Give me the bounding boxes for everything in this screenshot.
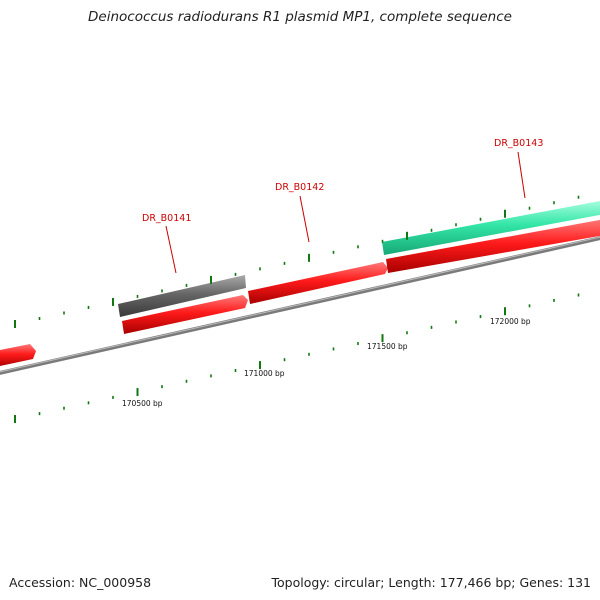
gene-label-dr-b0143: DR_B0143 <box>494 138 543 149</box>
backbone-highlight <box>0 236 600 373</box>
callout-line-dr-b0143 <box>517 151 526 199</box>
callout-line-dr-b0142 <box>299 195 310 243</box>
tick-label-172000: 172000 bp <box>490 317 531 326</box>
accession-text: Accession: NC_000958 <box>9 575 152 590</box>
reverse-gene-dr-b0143 <box>382 200 600 255</box>
callout-line-dr-b0141 <box>165 225 177 274</box>
sequence-summary: Topology: circular; Length: 177,466 bp; … <box>271 575 592 590</box>
gene-label-dr-b0142: DR_B0142 <box>275 182 324 193</box>
tick-label-171000: 171000 bp <box>244 369 285 378</box>
tick-marks-outer <box>14 195 580 328</box>
map-title: Deinococcus radiodurans R1 plasmid MP1, … <box>88 9 512 25</box>
tick-marks-inner <box>14 293 580 423</box>
tick-label-171500: 171500 bp <box>367 342 408 351</box>
tick-label-170500: 170500 bp <box>122 399 163 408</box>
forward-gene-dr-b0142 <box>248 262 388 304</box>
gene-label-dr-b0141: DR_B0141 <box>142 213 191 224</box>
forward-gene-left <box>0 344 36 366</box>
forward-gene-dr-b0141 <box>122 295 248 334</box>
reverse-gene-dr-b0141 <box>118 275 246 317</box>
backbone-line <box>0 236 600 375</box>
forward-gene-right <box>386 219 600 273</box>
